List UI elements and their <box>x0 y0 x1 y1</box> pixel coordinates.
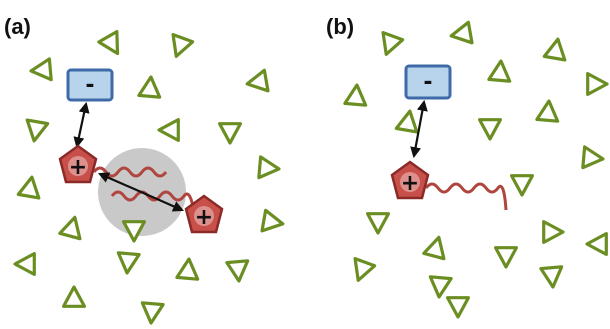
crowder-triangle-icon <box>260 208 285 233</box>
crowder-triangle-icon <box>586 72 609 96</box>
panel-a-negative-symbol: - <box>85 73 94 98</box>
panel-b-arrow-neg-pos <box>410 99 428 159</box>
crowder-triangle-icon <box>97 30 120 56</box>
crowder-triangle-icon <box>487 59 512 83</box>
crowder-triangle-icon <box>494 246 518 269</box>
crowder-triangles <box>13 20 609 325</box>
panel-a-positive-symbol-1: + <box>69 155 87 180</box>
panel-a-positive-charge-2: + <box>184 194 224 234</box>
crowder-triangle-icon <box>478 118 502 141</box>
crowder-triangle-icon <box>140 301 165 325</box>
crowder-triangle-icon <box>422 235 446 261</box>
crowder-triangle-icon <box>542 37 567 62</box>
crowder-triangle-icon <box>585 232 608 256</box>
crowder-triangle-icon <box>122 220 146 243</box>
crowder-triangle-icon <box>116 251 141 275</box>
panel-a-arrow-pos-pos <box>97 172 185 212</box>
crowder-triangle-icon <box>175 257 200 281</box>
crowder-triangle-icon <box>25 118 50 143</box>
crowder-triangle-icon <box>137 75 162 99</box>
crowder-triangle-icon <box>62 285 86 308</box>
crowder-triangle-icon <box>539 265 564 289</box>
crowder-triangle-icon <box>366 212 390 235</box>
crowder-triangle-icon <box>58 215 82 241</box>
crowder-triangle-icon <box>343 83 368 107</box>
panel-a-label: (a) <box>4 14 31 39</box>
crowder-triangle-icon <box>535 99 560 123</box>
panel-b-positive-charge: + <box>390 160 430 200</box>
crowder-triangle-icon <box>428 275 453 299</box>
crowder-triangle-icon <box>353 257 377 282</box>
panel-b-tail <box>424 182 508 211</box>
crowder-triangle-icon <box>449 20 474 45</box>
crowder-triangle-icon <box>245 68 270 93</box>
crowder-triangle-icon <box>510 174 534 197</box>
panel-a-positive-symbol-2: + <box>195 205 213 230</box>
panel-b-negative-charge: - <box>404 64 452 100</box>
crowder-triangle-icon <box>16 175 41 200</box>
panel-b-negative-symbol: - <box>423 70 432 95</box>
crowder-triangle-icon <box>581 145 605 170</box>
panel-b-label: (b) <box>326 14 354 39</box>
crowder-triangle-icon <box>218 122 242 145</box>
crowder-triangle-icon <box>171 33 195 58</box>
crowder-triangle-icon <box>29 57 53 82</box>
crowder-triangle-icon <box>157 118 180 142</box>
crowder-triangle-icon <box>225 259 250 283</box>
crowder-triangle-icon <box>542 220 565 244</box>
panel-a-negative-charge: - <box>66 68 114 102</box>
panel-a-arrow-neg-pos <box>73 101 90 149</box>
crowder-triangle-icon <box>394 109 419 134</box>
panel-b-positive-symbol: + <box>401 171 419 196</box>
panel-a-tail-1 <box>92 166 168 178</box>
crowder-triangle-icon <box>381 31 405 56</box>
crowder-triangle-icon <box>446 296 470 319</box>
crowder-triangle-icon <box>257 155 281 180</box>
crowder-triangle-icon <box>13 252 36 276</box>
panel-a-positive-charge-1: + <box>58 144 98 184</box>
